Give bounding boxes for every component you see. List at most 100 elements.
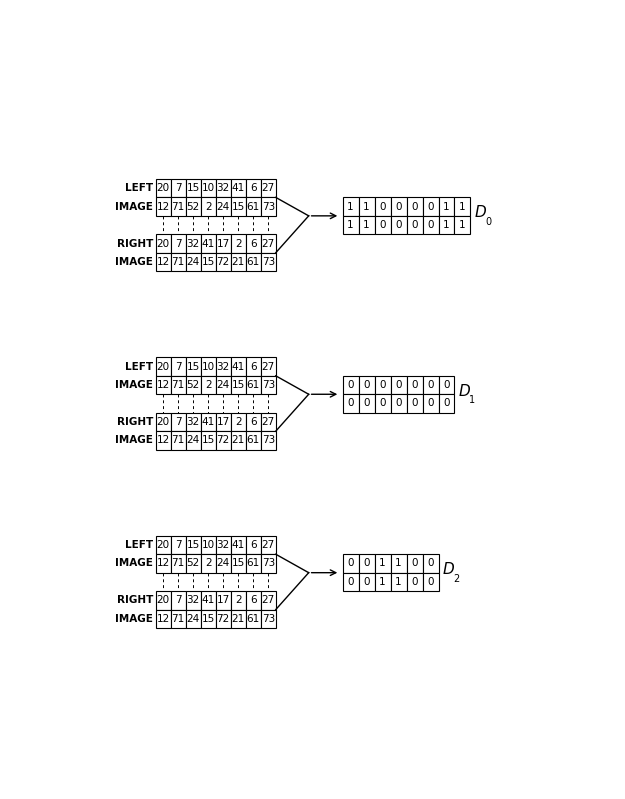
Text: 0: 0: [395, 380, 402, 390]
Text: IMAGE: IMAGE: [116, 380, 153, 390]
Text: 0: 0: [411, 380, 418, 390]
Bar: [439, 394, 454, 413]
Text: 27: 27: [262, 417, 275, 427]
Bar: [216, 536, 231, 555]
Bar: [201, 234, 216, 252]
Bar: [406, 197, 422, 216]
Bar: [246, 252, 261, 271]
Bar: [261, 591, 276, 610]
Bar: [156, 376, 171, 394]
Bar: [186, 252, 201, 271]
Bar: [156, 252, 171, 271]
Text: IMAGE: IMAGE: [116, 559, 153, 568]
Text: 15: 15: [186, 540, 200, 550]
Bar: [342, 394, 359, 413]
Text: 73: 73: [262, 380, 275, 390]
Text: 73: 73: [262, 559, 275, 568]
Text: RIGHT: RIGHT: [117, 595, 153, 606]
Bar: [186, 610, 201, 628]
Bar: [359, 394, 374, 413]
Bar: [231, 413, 246, 431]
Text: 73: 73: [262, 201, 275, 212]
Bar: [391, 573, 406, 591]
Bar: [216, 413, 231, 431]
Text: 1: 1: [348, 220, 354, 230]
Text: 1: 1: [443, 201, 450, 212]
Text: 0: 0: [411, 220, 418, 230]
Bar: [156, 179, 171, 197]
Bar: [342, 573, 359, 591]
Text: 0: 0: [379, 220, 386, 230]
Bar: [406, 376, 422, 394]
Text: 1: 1: [379, 559, 386, 568]
Bar: [342, 197, 359, 216]
Bar: [422, 216, 439, 234]
Text: 0: 0: [428, 380, 434, 390]
Text: 1: 1: [469, 396, 475, 405]
Text: IMAGE: IMAGE: [116, 257, 153, 267]
Text: 27: 27: [262, 540, 275, 550]
Bar: [201, 197, 216, 216]
Text: 61: 61: [247, 380, 260, 390]
Bar: [246, 610, 261, 628]
Bar: [231, 591, 246, 610]
Text: 0: 0: [348, 559, 354, 568]
Bar: [231, 555, 246, 573]
Bar: [391, 555, 406, 573]
Text: 71: 71: [171, 559, 185, 568]
Text: 0: 0: [363, 399, 370, 408]
Bar: [201, 555, 216, 573]
Bar: [261, 376, 276, 394]
Bar: [171, 197, 186, 216]
Bar: [439, 197, 454, 216]
Bar: [246, 234, 261, 252]
Bar: [171, 610, 186, 628]
Text: 73: 73: [262, 257, 275, 267]
Bar: [246, 179, 261, 197]
Text: 0: 0: [411, 559, 418, 568]
Text: 72: 72: [217, 257, 230, 267]
Bar: [231, 610, 246, 628]
Bar: [406, 394, 422, 413]
Bar: [231, 197, 246, 216]
Text: LEFT: LEFT: [125, 540, 153, 550]
Text: 15: 15: [201, 257, 215, 267]
Text: 0: 0: [443, 399, 450, 408]
Text: 0: 0: [379, 399, 386, 408]
Bar: [216, 234, 231, 252]
Text: 0: 0: [411, 577, 418, 587]
Bar: [342, 216, 359, 234]
Bar: [186, 179, 201, 197]
Bar: [156, 610, 171, 628]
Bar: [261, 536, 276, 555]
Bar: [342, 376, 359, 394]
Text: 2: 2: [235, 417, 241, 427]
Text: 32: 32: [217, 183, 230, 193]
Text: 2: 2: [453, 574, 459, 584]
Text: 7: 7: [175, 595, 181, 606]
Bar: [186, 357, 201, 376]
Text: 32: 32: [186, 239, 200, 248]
Text: IMAGE: IMAGE: [116, 435, 153, 445]
Bar: [246, 431, 261, 450]
Bar: [171, 376, 186, 394]
Bar: [261, 413, 276, 431]
Text: 32: 32: [186, 417, 200, 427]
Text: 27: 27: [262, 362, 275, 372]
Text: 20: 20: [157, 239, 170, 248]
Bar: [186, 197, 201, 216]
Text: 7: 7: [175, 540, 181, 550]
Bar: [201, 252, 216, 271]
Text: 24: 24: [217, 559, 230, 568]
Text: 0: 0: [428, 399, 434, 408]
Bar: [171, 234, 186, 252]
Bar: [374, 555, 391, 573]
Bar: [261, 555, 276, 573]
Bar: [231, 179, 246, 197]
Text: 2: 2: [205, 201, 211, 212]
Text: 41: 41: [201, 595, 215, 606]
Bar: [216, 376, 231, 394]
Text: 1: 1: [443, 220, 450, 230]
Bar: [231, 234, 246, 252]
Text: 27: 27: [262, 239, 275, 248]
